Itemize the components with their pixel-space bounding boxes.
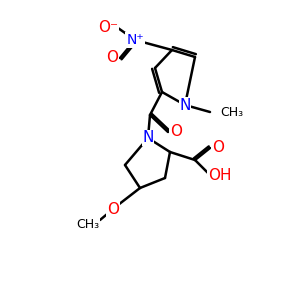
Text: O: O (212, 140, 224, 155)
Text: CH₃: CH₃ (76, 218, 100, 232)
Text: N: N (179, 98, 191, 112)
Text: O⁻: O⁻ (98, 20, 118, 35)
Text: O: O (170, 124, 182, 140)
Text: CH₃: CH₃ (220, 106, 243, 118)
Text: O: O (107, 202, 119, 217)
Text: OH: OH (208, 167, 232, 182)
Text: N: N (142, 130, 154, 146)
Text: O: O (106, 50, 118, 65)
Text: N⁺: N⁺ (126, 33, 144, 47)
